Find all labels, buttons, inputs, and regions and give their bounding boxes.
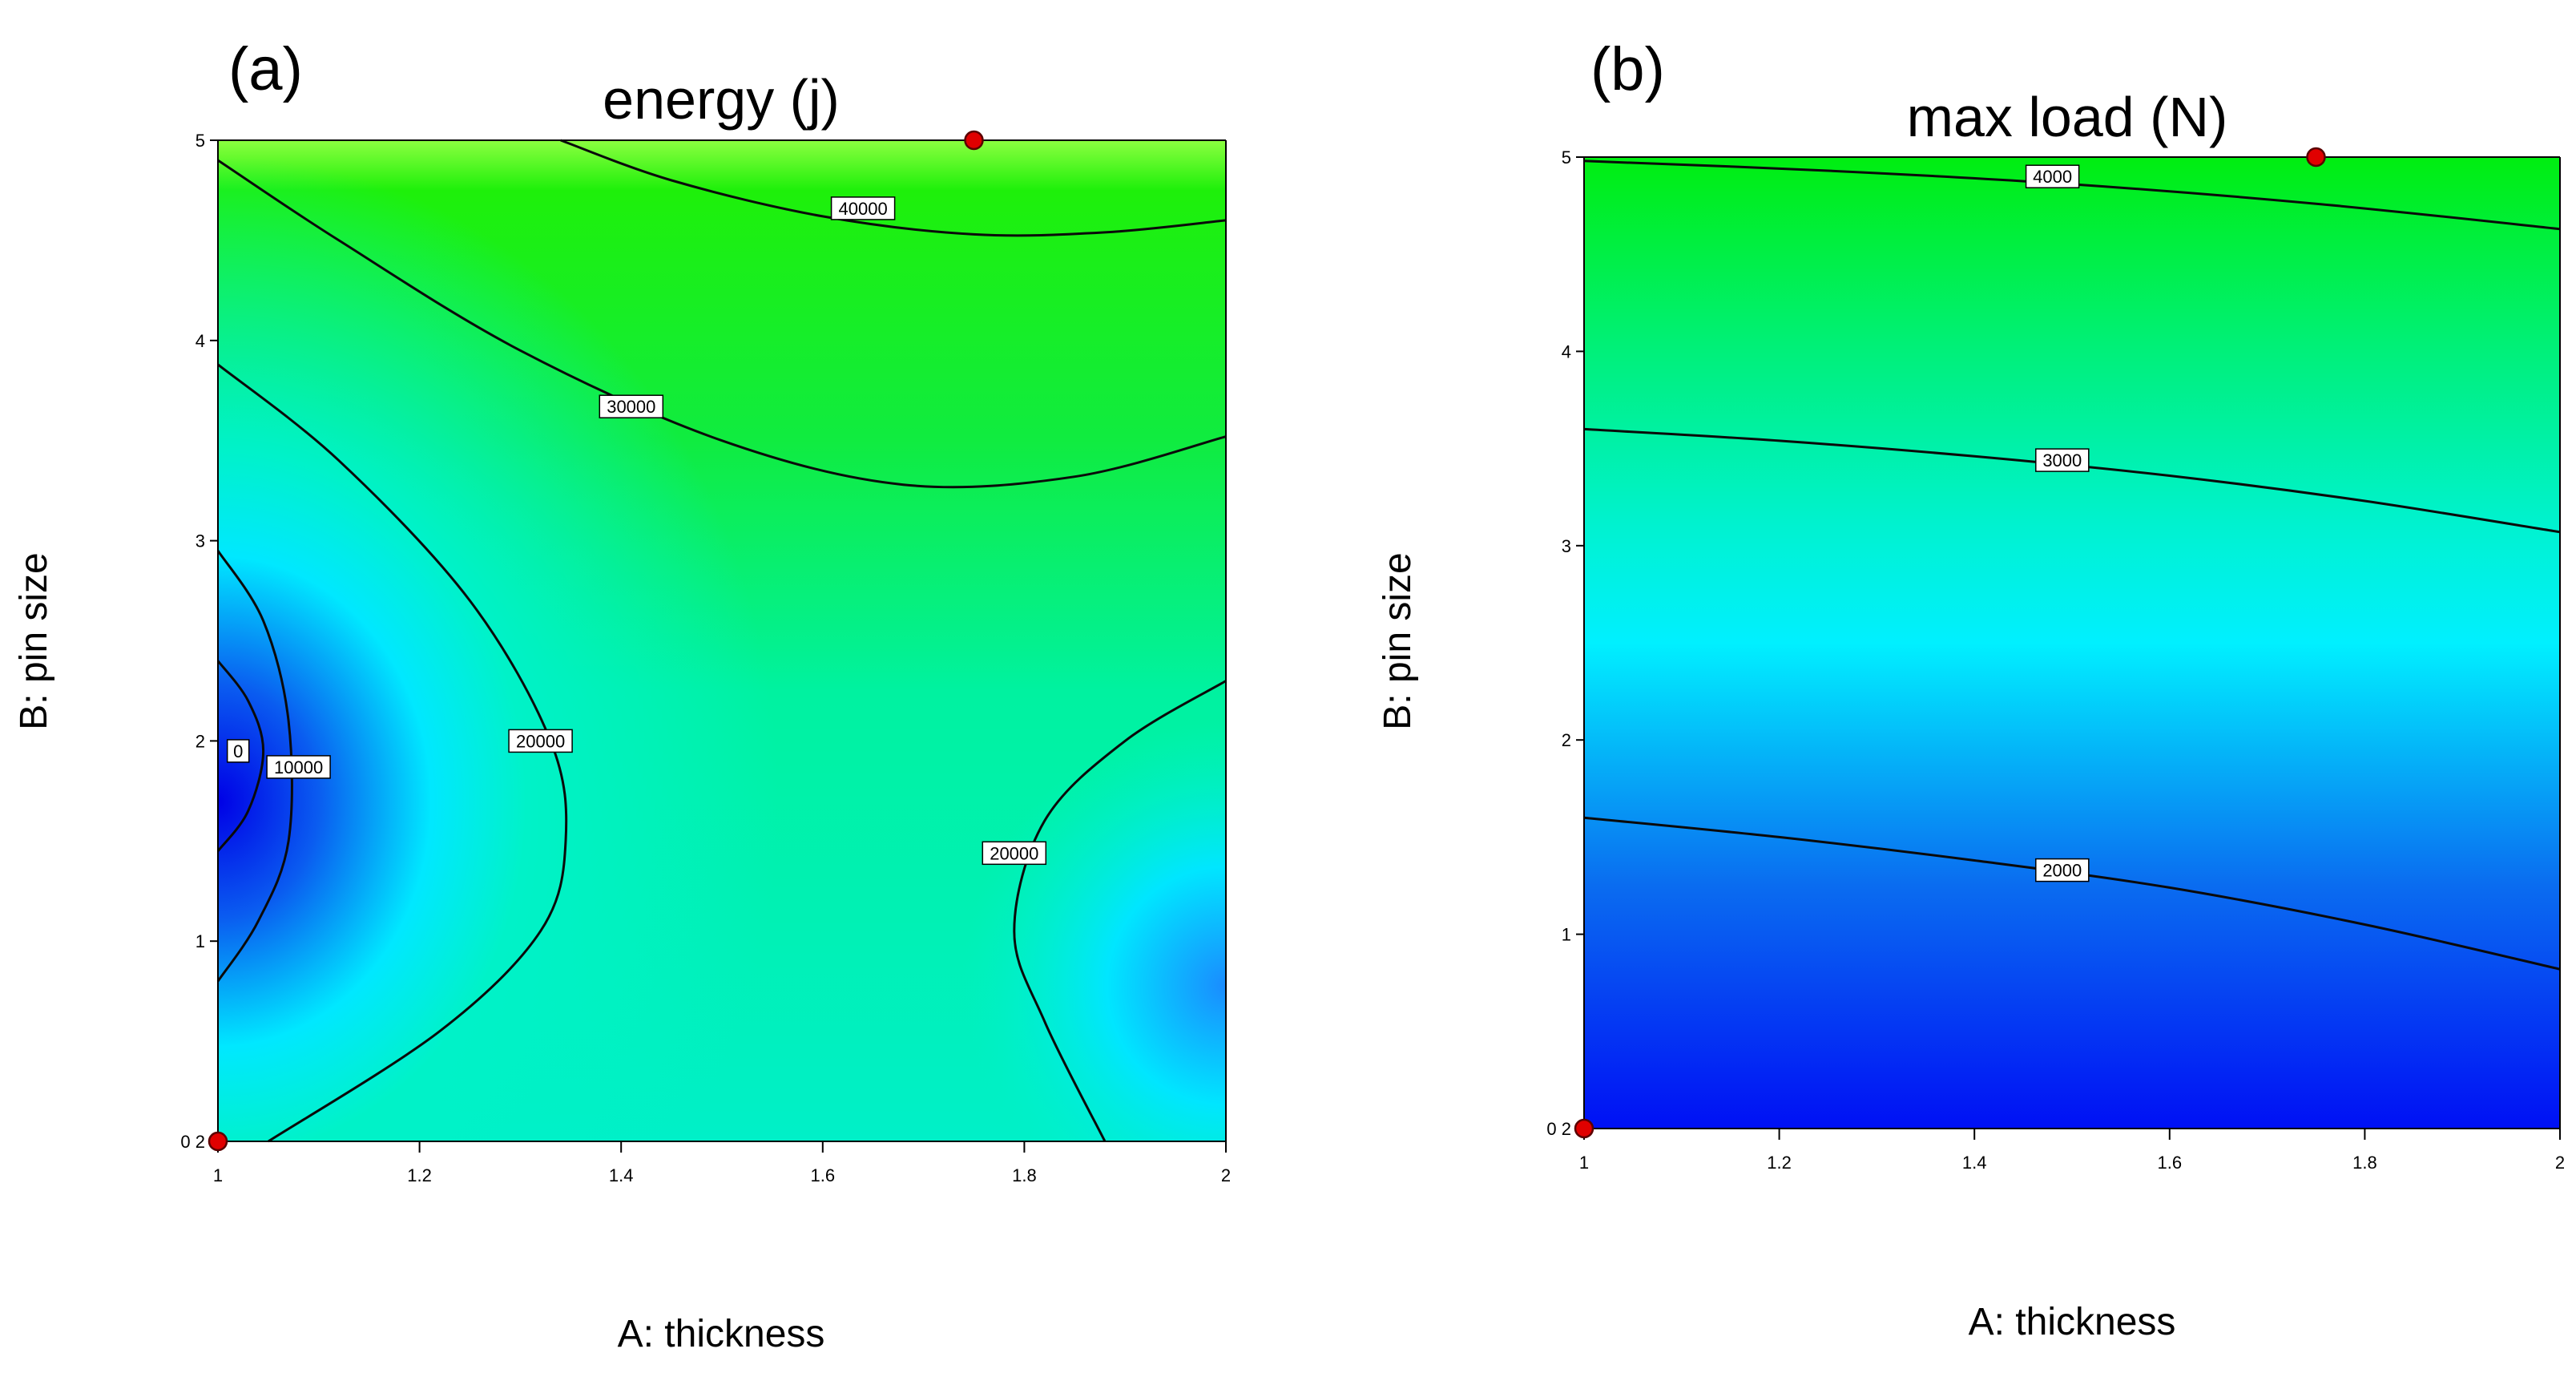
contour-label-box-a-4 <box>599 394 664 418</box>
contour-label-box-b-2 <box>2025 164 2080 188</box>
contour-label-box-b-1 <box>2035 448 2090 472</box>
energy-contour-panel: (a) energy (j) 0 10000 20000 20000 30000 4000… <box>13 35 1231 1355</box>
plot-area-b <box>1584 157 2560 1129</box>
y-axis-label-a: B: pin size <box>13 552 55 729</box>
contour-line-a-40000-5 <box>560 139 1227 237</box>
y-tick-label-b-3: 3 <box>1562 536 1571 556</box>
x-tick-label-b-1: 1.2 <box>1767 1153 1792 1173</box>
optimum-marker-b-0 <box>1574 1118 1594 1139</box>
surface-right-region-a <box>218 140 1226 1141</box>
chart-title-energy: energy (j) <box>603 68 840 131</box>
contour-label-a-2: 20000 <box>516 731 565 751</box>
contour-label-a-4: 30000 <box>607 397 655 417</box>
markers-b <box>1574 147 2326 1139</box>
y-tick-label-a-5: 5 <box>196 131 205 151</box>
contour-label-a-3: 20000 <box>990 843 1038 863</box>
contour-label-box-a-0 <box>226 739 250 763</box>
x-axis-label-a: A: thickness <box>618 1313 825 1355</box>
optimum-marker-a-0 <box>208 1131 228 1152</box>
contour-label-box-a-5 <box>830 196 896 220</box>
x-tick-label-a-1: 1.2 <box>407 1165 432 1185</box>
y-tick-label-a-3: 3 <box>196 531 205 551</box>
y-tick-label-b-4: 4 <box>1562 341 1571 361</box>
y-tick-label-a-1: 1 <box>196 931 205 951</box>
y-tick-label-b-0: 0 2 <box>1546 1119 1571 1139</box>
contour-label-b-0: 2000 <box>2042 861 2082 881</box>
max-load-contour-panel: (b) max load (N) 2000 3000 4000 1 1.2 1.4 1.6… <box>1377 35 2565 1343</box>
x-tick-label-b-0: 1 <box>1579 1153 1589 1173</box>
contour-line-a-30000-4 <box>217 159 1227 489</box>
x-tick-label-b-3: 1.6 <box>2158 1153 2183 1173</box>
chart-title-max-load: max load (N) <box>1907 86 2228 148</box>
contour-label-a-0: 0 <box>233 741 243 761</box>
y-tick-label-a-0: 0 2 <box>180 1132 205 1152</box>
plot-area-a <box>218 140 1226 1141</box>
contour-lines-b: 2000 3000 4000 <box>1583 160 2561 971</box>
contour-line-a-0-0 <box>216 660 265 852</box>
y-tick-label-b-1: 1 <box>1562 925 1571 945</box>
y-tick-label-b-2: 2 <box>1562 730 1571 750</box>
x-tick-label-a-0: 1 <box>213 1165 223 1185</box>
panel-label-a: (a) <box>228 35 303 103</box>
surface-base-b <box>1584 157 2560 1129</box>
contour-label-box-b-0 <box>2035 858 2090 882</box>
x-tick-label-b-2: 1.4 <box>1962 1153 1987 1173</box>
x-tick-label-b-4: 1.8 <box>2352 1153 2377 1173</box>
panel-label-b: (b) <box>1590 35 1665 103</box>
x-tick-label-a-4: 1.8 <box>1012 1165 1037 1185</box>
x-tick-label-b-5: 2 <box>2555 1153 2565 1173</box>
x-tick-label-a-2: 1.4 <box>609 1165 634 1185</box>
x-axis-label-b: A: thickness <box>1969 1301 2176 1343</box>
contour-lines-a: 0 10000 20000 20000 30000 40000 <box>216 139 1227 1143</box>
y-tick-label-a-4: 4 <box>196 331 205 351</box>
axes-a: 1 1.2 1.4 1.6 1.8 2 0 2 1 2 3 4 5 <box>180 131 1231 1185</box>
contour-label-b-2: 4000 <box>2033 167 2072 187</box>
y-axis-label-b: B: pin size <box>1377 552 1419 729</box>
optimum-marker-a-1 <box>964 130 984 151</box>
y-tick-label-b-5: 5 <box>1562 147 1571 168</box>
contour-line-a-20000-3 <box>1013 680 1227 1142</box>
axes-b: 1 1.2 1.4 1.6 1.8 2 0 2 1 2 3 4 5 <box>1546 147 2565 1173</box>
contour-label-a-5: 40000 <box>839 199 888 219</box>
markers-a <box>208 130 984 1152</box>
optimum-marker-b-1 <box>2306 147 2326 168</box>
y-tick-label-a-2: 2 <box>196 731 205 751</box>
contour-label-a-1: 10000 <box>274 757 323 777</box>
contour-label-box-a-3 <box>982 841 1047 866</box>
x-tick-label-a-5: 2 <box>1221 1165 1231 1185</box>
contour-label-box-a-1 <box>266 755 331 779</box>
contour-label-b-1: 3000 <box>2042 450 2082 470</box>
contour-line-a-20000-2 <box>217 363 568 1143</box>
contour-label-box-a-2 <box>508 729 573 753</box>
x-tick-label-a-3: 1.6 <box>811 1165 836 1185</box>
